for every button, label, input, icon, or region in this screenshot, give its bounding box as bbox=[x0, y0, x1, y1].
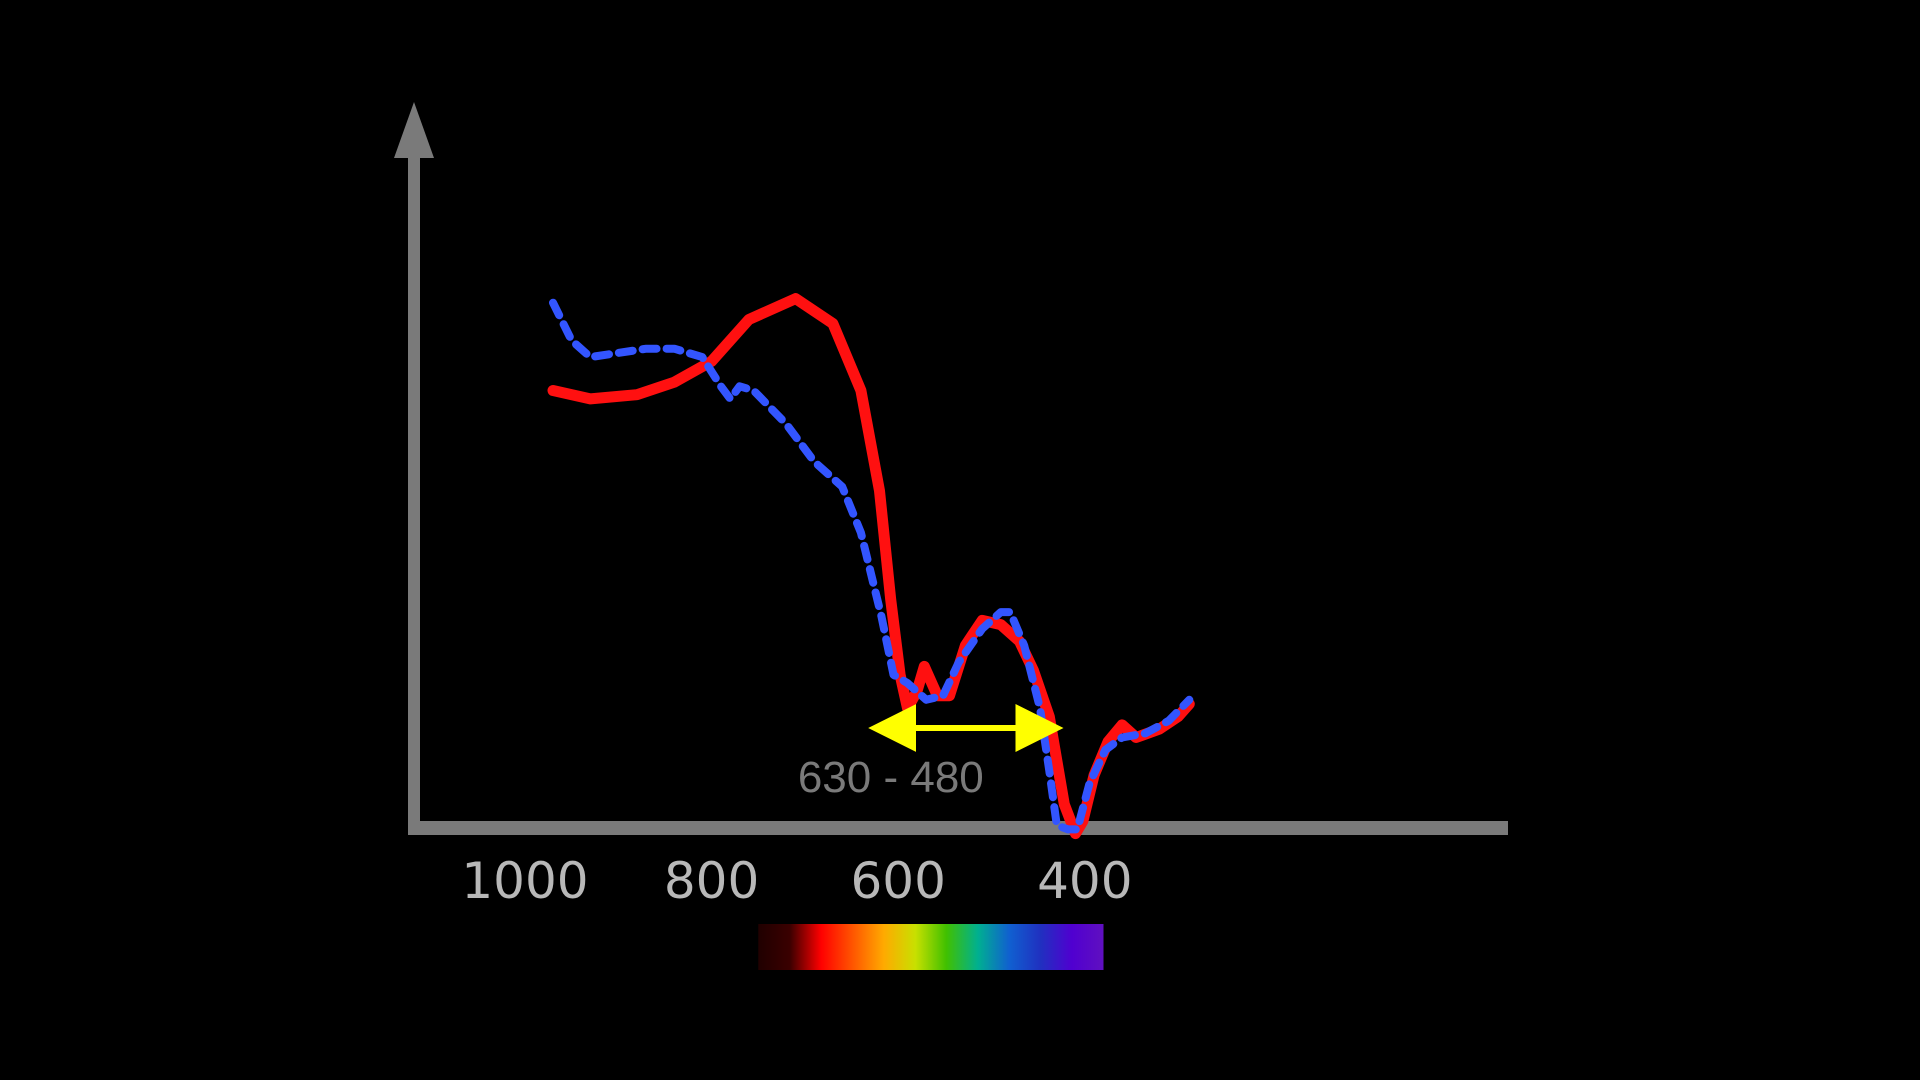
y-axis-arrow-icon bbox=[394, 102, 434, 158]
x-tick-label-800: 800 bbox=[664, 852, 759, 910]
range-annotation: 630 - 480 bbox=[798, 704, 1064, 802]
range-label: 630 - 480 bbox=[798, 753, 984, 802]
x-tick-label-400: 400 bbox=[1037, 852, 1132, 910]
x-tick-labels: 1000 800 600 400 bbox=[461, 852, 1132, 910]
x-tick-label-1000: 1000 bbox=[461, 852, 588, 910]
spectrum-colorbar bbox=[758, 924, 1104, 970]
series-layer bbox=[547, 293, 1195, 840]
series-line-2 bbox=[549, 298, 1194, 834]
axes bbox=[394, 102, 1508, 835]
x-tick-label-600: 600 bbox=[850, 852, 945, 910]
